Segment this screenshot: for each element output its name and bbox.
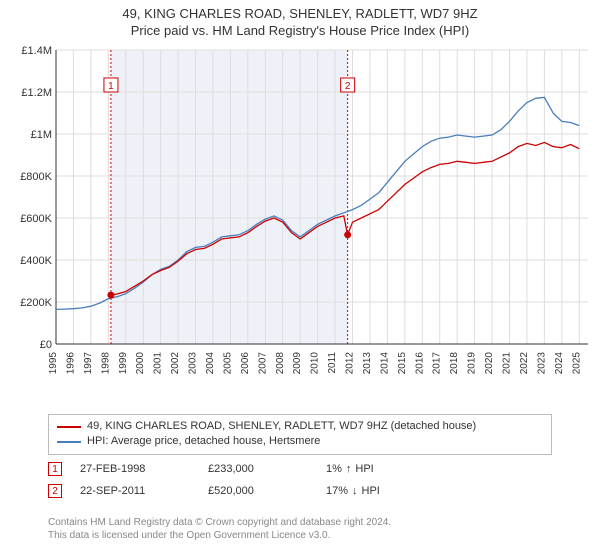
marker-box-1: 1 bbox=[48, 462, 62, 476]
svg-text:2021: 2021 bbox=[502, 352, 513, 375]
transaction-table: 1 27-FEB-1998 £233,000 1% ↑ HPI 2 22-SEP… bbox=[48, 458, 552, 502]
arrow-up-icon: ↑ bbox=[346, 463, 352, 475]
legend-label-series2: HPI: Average price, detached house, Hert… bbox=[87, 434, 320, 449]
tx-date: 27-FEB-1998 bbox=[80, 463, 190, 475]
tx-date: 22-SEP-2011 bbox=[80, 485, 190, 497]
marker-box-2: 2 bbox=[48, 484, 62, 498]
svg-text:2018: 2018 bbox=[449, 352, 460, 375]
legend-item-series1: 49, KING CHARLES ROAD, SHENLEY, RADLETT,… bbox=[57, 419, 543, 434]
svg-text:2019: 2019 bbox=[467, 352, 478, 375]
svg-text:£0: £0 bbox=[40, 339, 52, 351]
svg-text:2022: 2022 bbox=[519, 352, 530, 375]
svg-text:1996: 1996 bbox=[65, 352, 76, 375]
svg-text:2009: 2009 bbox=[292, 352, 303, 375]
svg-text:2025: 2025 bbox=[571, 352, 582, 375]
svg-text:£400K: £400K bbox=[20, 255, 52, 267]
svg-text:£1.4M: £1.4M bbox=[21, 45, 52, 57]
svg-text:1999: 1999 bbox=[118, 352, 129, 375]
footer-attribution: Contains HM Land Registry data © Crown c… bbox=[48, 516, 552, 542]
svg-text:2001: 2001 bbox=[153, 352, 164, 375]
svg-text:2004: 2004 bbox=[205, 352, 216, 375]
svg-text:2012: 2012 bbox=[345, 352, 356, 375]
svg-text:2008: 2008 bbox=[275, 352, 286, 375]
transaction-row: 2 22-SEP-2011 £520,000 17% ↓ HPI bbox=[48, 480, 552, 502]
tx-price: £233,000 bbox=[208, 463, 308, 475]
svg-text:2002: 2002 bbox=[170, 352, 181, 375]
svg-text:2010: 2010 bbox=[310, 352, 321, 375]
svg-text:£800K: £800K bbox=[20, 171, 52, 183]
svg-text:2020: 2020 bbox=[484, 352, 495, 375]
svg-text:2006: 2006 bbox=[240, 352, 251, 375]
transaction-row: 1 27-FEB-1998 £233,000 1% ↑ HPI bbox=[48, 458, 552, 480]
svg-text:2023: 2023 bbox=[536, 352, 547, 375]
arrow-down-icon: ↓ bbox=[352, 485, 358, 497]
footer-line1: Contains HM Land Registry data © Crown c… bbox=[48, 516, 552, 529]
title-subtitle: Price paid vs. HM Land Registry's House … bbox=[0, 23, 600, 38]
footer-line2: This data is licensed under the Open Gov… bbox=[48, 529, 552, 542]
svg-text:1997: 1997 bbox=[83, 352, 94, 375]
svg-text:£1M: £1M bbox=[31, 129, 52, 141]
svg-text:2013: 2013 bbox=[362, 352, 373, 375]
legend-swatch-series1 bbox=[57, 426, 81, 428]
legend-label-series1: 49, KING CHARLES ROAD, SHENLEY, RADLETT,… bbox=[87, 419, 476, 434]
chart-area: £0 £200K £400K £600K £800K £1M £1.2M £1.4M 1995 1… bbox=[8, 44, 592, 404]
legend-item-series2: HPI: Average price, detached house, Hert… bbox=[57, 434, 543, 449]
svg-text:1: 1 bbox=[108, 81, 114, 92]
svg-text:2000: 2000 bbox=[135, 352, 146, 375]
title-address: 49, KING CHARLES ROAD, SHENLEY, RADLETT,… bbox=[0, 6, 600, 21]
svg-text:2003: 2003 bbox=[188, 352, 199, 375]
svg-text:2016: 2016 bbox=[414, 352, 425, 375]
legend: 49, KING CHARLES ROAD, SHENLEY, RADLETT,… bbox=[48, 414, 552, 455]
svg-text:1995: 1995 bbox=[48, 352, 59, 375]
svg-text:2014: 2014 bbox=[379, 352, 390, 375]
svg-text:2: 2 bbox=[345, 81, 351, 92]
svg-text:2011: 2011 bbox=[327, 352, 338, 374]
tx-delta: 17% ↓ HPI bbox=[326, 485, 446, 497]
svg-text:£200K: £200K bbox=[20, 297, 52, 309]
tx-delta: 1% ↑ HPI bbox=[326, 463, 446, 475]
legend-swatch-series2 bbox=[57, 441, 81, 443]
svg-text:2024: 2024 bbox=[554, 352, 565, 375]
svg-text:£1.2M: £1.2M bbox=[21, 87, 52, 99]
svg-text:1998: 1998 bbox=[100, 352, 111, 375]
svg-text:2015: 2015 bbox=[397, 352, 408, 375]
title-block: 49, KING CHARLES ROAD, SHENLEY, RADLETT,… bbox=[0, 0, 600, 40]
svg-text:2017: 2017 bbox=[432, 352, 443, 375]
line-chart: £0 £200K £400K £600K £800K £1M £1.2M £1.4M 1995 1… bbox=[8, 44, 592, 404]
svg-text:2007: 2007 bbox=[257, 352, 268, 375]
svg-text:£600K: £600K bbox=[20, 213, 52, 225]
svg-text:2005: 2005 bbox=[222, 352, 233, 375]
tx-price: £520,000 bbox=[208, 485, 308, 497]
chart-container: 49, KING CHARLES ROAD, SHENLEY, RADLETT,… bbox=[0, 0, 600, 560]
